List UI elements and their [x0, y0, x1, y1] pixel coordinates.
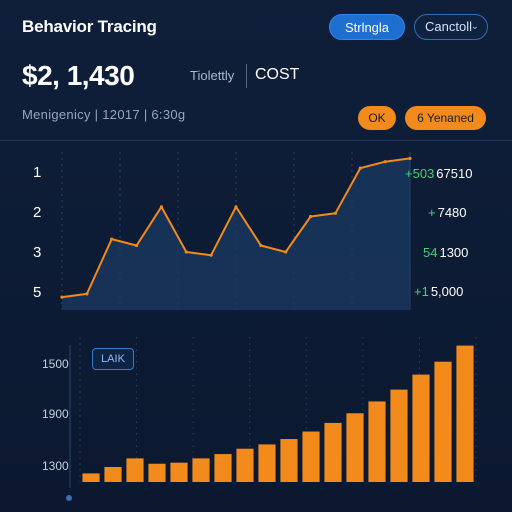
- metric-divider: [246, 64, 247, 88]
- bar-chart: [69, 337, 477, 488]
- bar: [456, 345, 474, 482]
- metric-value: COST: [255, 66, 300, 83]
- right-value-3: 54 1300: [423, 245, 468, 260]
- renamed-badge-button[interactable]: 6 Yenaned: [405, 106, 486, 130]
- chevron-down-icon: ⌄: [470, 21, 479, 32]
- right-value-2: +7480: [428, 205, 467, 220]
- y-tick-label: 1900: [42, 407, 69, 421]
- row-label-2: 2: [33, 204, 42, 221]
- dropdown-button-label: Canctoll: [425, 19, 472, 34]
- y-tick-label: 1500: [42, 357, 69, 371]
- data-point: [184, 250, 188, 254]
- data-point: [358, 166, 362, 170]
- bar: [368, 401, 386, 482]
- bar: [258, 444, 276, 482]
- value: 67510: [436, 166, 473, 181]
- data-point: [85, 292, 89, 296]
- bar: [302, 431, 320, 482]
- bar-chart-panel: 1500 1900 1300 LAIK: [0, 335, 512, 512]
- delta-value: +1: [414, 284, 429, 299]
- data-point: [60, 295, 64, 299]
- data-point: [308, 214, 313, 219]
- header-bar: Behavior Tracing Strlngla Canctoll ⌄: [22, 14, 490, 44]
- delta-value: 54: [423, 245, 438, 260]
- data-point: [259, 243, 263, 248]
- bar: [170, 462, 188, 482]
- value: 5,000: [430, 284, 464, 299]
- ok-badge-button[interactable]: OK: [358, 106, 396, 130]
- bar: [192, 458, 210, 482]
- total-amount: $2, 1,430: [22, 60, 135, 91]
- bar: [214, 454, 232, 482]
- data-point: [110, 237, 114, 241]
- bar: [148, 463, 166, 482]
- legend-tag-button[interactable]: LAIK: [92, 348, 134, 370]
- bar: [434, 361, 452, 482]
- line-chart-panel: 1 2 3 5 +503 67510 +7480 54 1300 +1 5,000: [0, 148, 512, 318]
- dropdown-button[interactable]: Canctoll ⌄: [414, 14, 488, 40]
- value: 1300: [439, 245, 469, 260]
- bar: [82, 473, 100, 482]
- page-title: Behavior Tracing: [22, 17, 157, 36]
- area-fill: [62, 158, 410, 310]
- data-point: [209, 253, 213, 257]
- data-point: [408, 156, 412, 161]
- row-label-3: 3: [33, 244, 42, 261]
- bar: [346, 413, 364, 482]
- data-point: [383, 160, 387, 164]
- data-point: [159, 205, 164, 209]
- data-point: [284, 250, 288, 254]
- row-label-5: 5: [33, 284, 42, 301]
- right-value-1: +503 67510: [405, 166, 472, 181]
- bar: [390, 389, 408, 482]
- bar: [280, 439, 298, 482]
- section-divider: [0, 140, 512, 141]
- bar: [104, 466, 122, 482]
- line-chart: [60, 152, 412, 310]
- metric-label: Tiolettly: [190, 68, 235, 83]
- data-point: [234, 205, 238, 209]
- value: 7480: [437, 205, 467, 220]
- bar: [324, 422, 342, 482]
- meta-info: Menigenicy | 12017 | 6:30g: [22, 107, 186, 122]
- data-point: [333, 211, 338, 215]
- delta-value: +: [428, 205, 436, 220]
- primary-button[interactable]: Strlngla: [329, 14, 405, 40]
- right-value-4: +1 5,000: [414, 284, 463, 299]
- data-point: [134, 243, 139, 248]
- bar: [412, 374, 430, 482]
- axis-marker-icon: [66, 495, 72, 501]
- y-tick-label: 1300: [42, 459, 69, 473]
- delta-value: +503: [405, 166, 435, 181]
- row-label-1: 1: [33, 164, 42, 181]
- bar: [236, 448, 254, 482]
- bar: [126, 458, 144, 482]
